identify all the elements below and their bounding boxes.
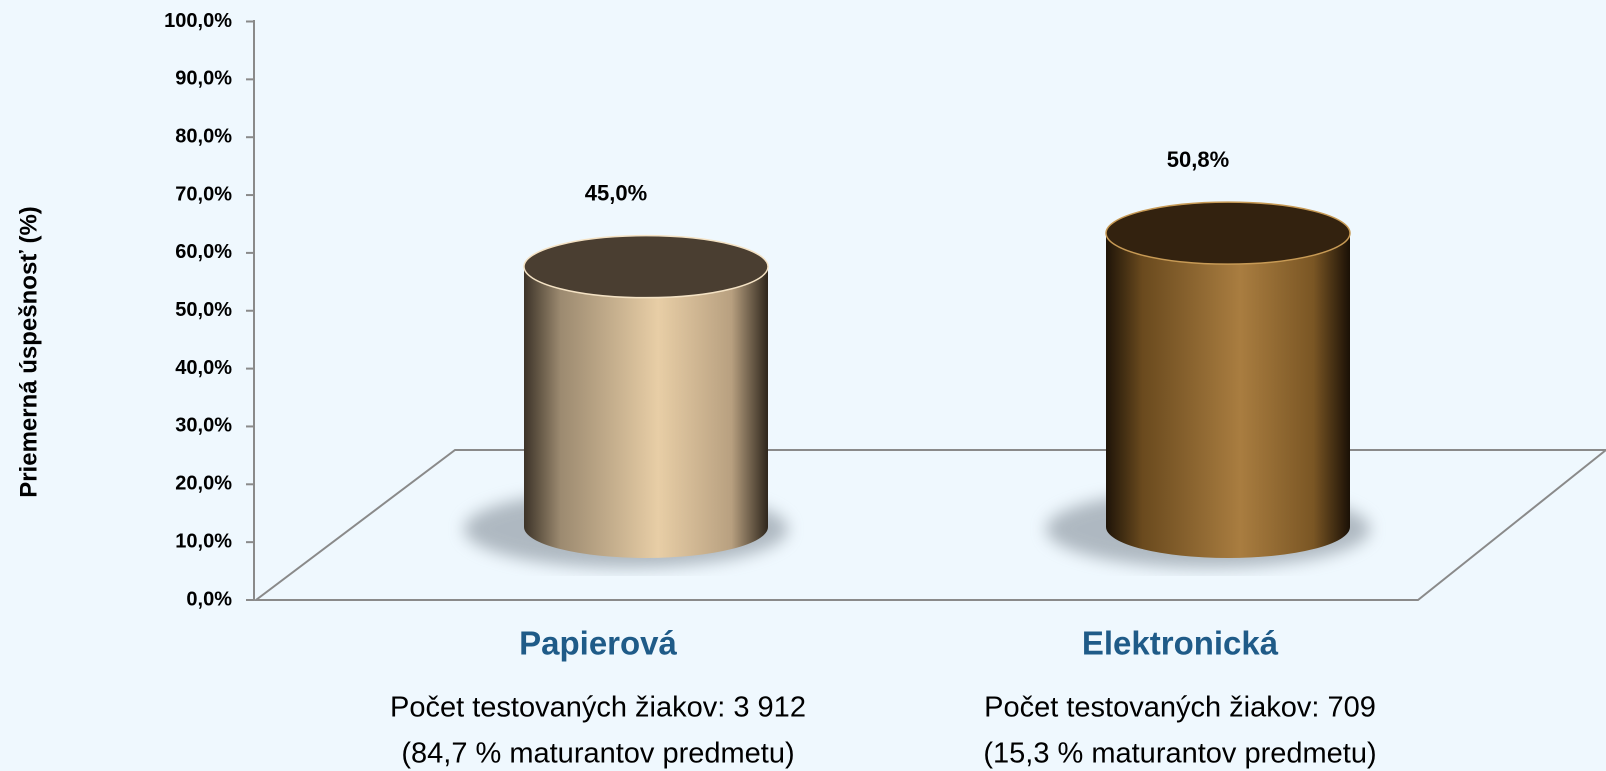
bar-top	[1105, 201, 1351, 265]
y-tick-label: 30,0%	[175, 415, 232, 437]
x-tick-label: Elektronická	[1082, 625, 1279, 662]
floor	[253, 449, 1606, 601]
bar-top	[523, 234, 769, 299]
category-note: Počet testovaných žiakov: 3 912	[390, 692, 806, 724]
y-axis-label: Priemerná úspešnosť (%)	[15, 206, 42, 498]
y-tick-label: 10,0%	[175, 530, 232, 552]
y-tick-label: 40,0%	[175, 357, 232, 379]
y-tick-label: 60,0%	[175, 241, 232, 263]
category-note: (15,3 % maturantov predmetu)	[983, 738, 1376, 770]
value-label: 45,0%	[585, 180, 647, 205]
x-tick-label: Papierová	[519, 625, 677, 662]
bar	[1106, 202, 1350, 558]
y-tick-label: 100,0%	[164, 10, 232, 32]
y-tick-label: 90,0%	[175, 68, 232, 90]
y-tick-label: 80,0%	[175, 125, 232, 147]
category-note: Počet testovaných žiakov: 709	[984, 692, 1376, 724]
y-tick-label: 50,0%	[175, 299, 232, 321]
category-note: (84,7 % maturantov predmetu)	[401, 738, 794, 770]
y-tick-label: 70,0%	[175, 183, 232, 205]
value-label: 50,8%	[1167, 147, 1229, 172]
y-tick-label: 0,0%	[186, 588, 232, 610]
y-tick-label: 20,0%	[175, 473, 232, 495]
bar	[524, 235, 768, 558]
